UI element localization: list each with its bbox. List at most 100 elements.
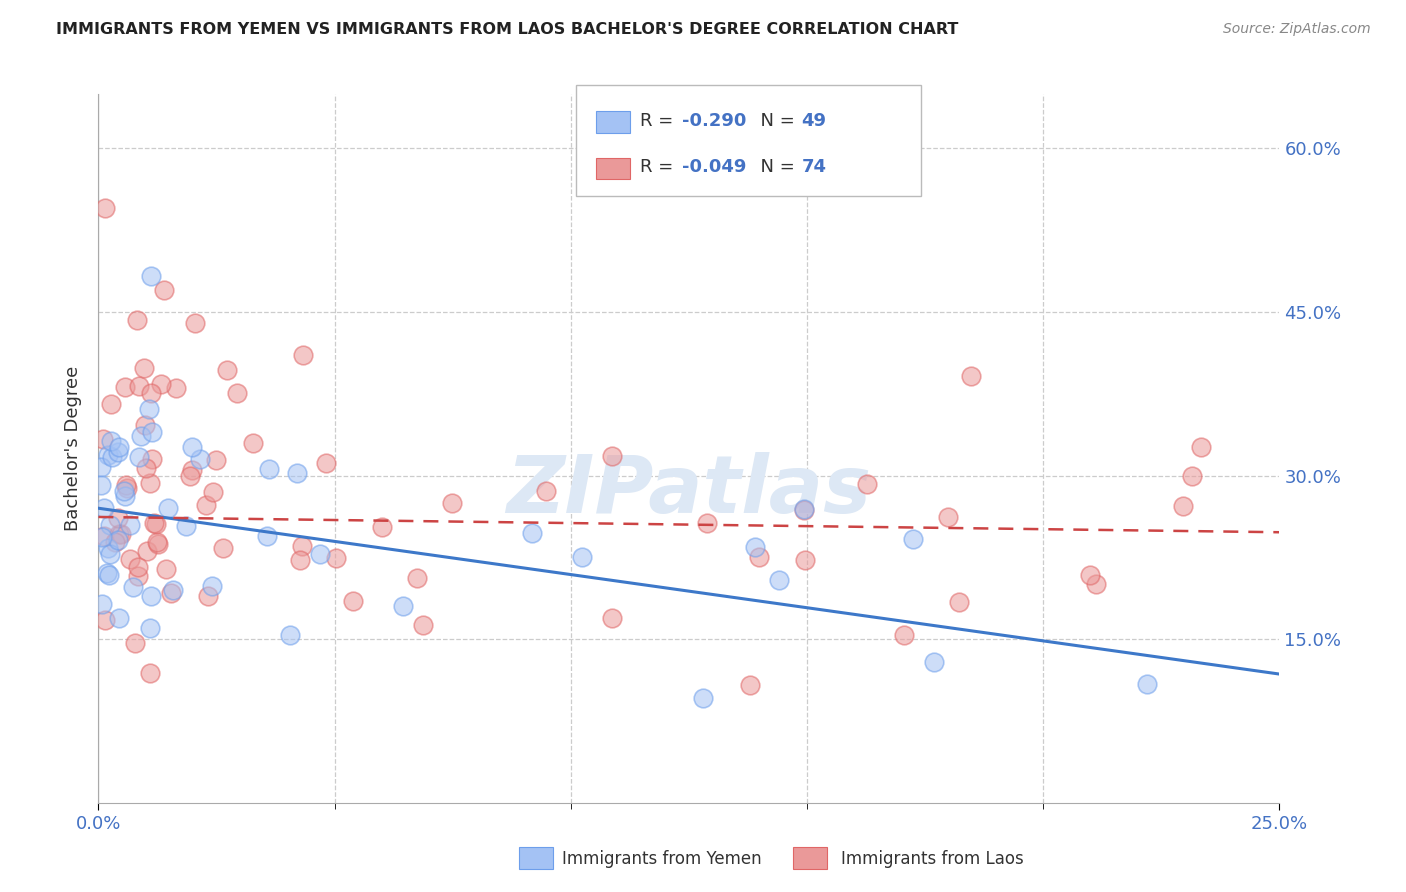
Point: [138, 665, 160, 680]
Point: [744, 540, 766, 554]
Y-axis label: Bachelor's Degree: Bachelor's Degree: [63, 366, 82, 531]
Point: [217, 363, 239, 377]
Point: [256, 529, 278, 543]
Text: 74: 74: [801, 159, 827, 177]
Point: [184, 316, 207, 330]
Point: [157, 501, 180, 516]
Point: [91, 432, 114, 446]
Text: ZIPatlas: ZIPatlas: [506, 451, 872, 530]
Point: [120, 518, 142, 533]
Point: [139, 386, 162, 401]
Point: [291, 539, 314, 553]
Point: [127, 560, 149, 574]
Point: [855, 477, 877, 491]
Point: [195, 498, 218, 512]
Point: [391, 599, 413, 614]
Point: [132, 360, 155, 375]
Point: [696, 516, 718, 530]
Point: [1085, 577, 1108, 591]
Point: [100, 397, 122, 411]
Point: [93, 528, 115, 542]
Point: [101, 450, 124, 464]
Point: [136, 544, 159, 558]
Point: [115, 477, 138, 491]
Point: [936, 509, 959, 524]
Point: [107, 511, 129, 525]
Point: [793, 501, 815, 516]
Text: -0.049: -0.049: [682, 159, 747, 177]
Point: [225, 386, 247, 401]
Point: [98, 568, 121, 582]
Point: [155, 562, 177, 576]
Point: [162, 583, 184, 598]
Point: [114, 490, 136, 504]
Point: [174, 518, 197, 533]
Point: [960, 368, 983, 383]
Point: [1181, 468, 1204, 483]
Point: [534, 484, 557, 499]
Point: [922, 655, 945, 669]
Point: [181, 463, 204, 477]
Point: [412, 618, 434, 632]
Point: [291, 349, 314, 363]
Point: [122, 580, 145, 594]
Point: [138, 402, 160, 417]
Point: [903, 532, 925, 546]
Point: [107, 533, 129, 547]
Point: [793, 503, 815, 517]
Point: [315, 456, 337, 470]
Point: [948, 595, 970, 609]
Point: [97, 541, 120, 555]
Point: [153, 283, 176, 297]
Point: [278, 628, 301, 642]
Point: [110, 527, 132, 541]
Point: [128, 379, 150, 393]
Point: [600, 449, 623, 463]
Point: [740, 678, 762, 692]
Point: [139, 589, 162, 603]
Point: [104, 535, 127, 549]
Point: [1135, 677, 1157, 691]
Text: N =: N =: [749, 159, 801, 177]
Point: [90, 597, 112, 611]
Point: [120, 551, 142, 566]
Point: [150, 377, 173, 392]
Point: [201, 579, 224, 593]
Point: [285, 466, 308, 480]
Point: [309, 547, 332, 561]
Point: [94, 613, 117, 627]
Point: [188, 451, 211, 466]
Point: [108, 440, 131, 454]
Point: [1189, 440, 1212, 454]
Point: [127, 569, 149, 583]
Point: [748, 550, 770, 565]
Point: [97, 448, 120, 462]
Point: [108, 527, 131, 541]
Point: [127, 313, 149, 327]
Point: [768, 573, 790, 587]
Point: [117, 481, 139, 495]
Text: R =: R =: [640, 112, 679, 130]
Point: [181, 440, 204, 454]
Point: [441, 496, 464, 510]
Text: Immigrants from Laos: Immigrants from Laos: [841, 850, 1024, 868]
Point: [146, 535, 169, 549]
Point: [141, 425, 163, 439]
Point: [692, 691, 714, 706]
Point: [342, 594, 364, 608]
Point: [112, 483, 135, 498]
Point: [141, 269, 163, 284]
Point: [197, 589, 219, 603]
Text: Immigrants from Yemen: Immigrants from Yemen: [562, 850, 762, 868]
Point: [257, 462, 280, 476]
Point: [205, 453, 228, 467]
Point: [159, 586, 181, 600]
Point: [135, 461, 157, 475]
Point: [134, 418, 156, 433]
Text: 49: 49: [801, 112, 827, 130]
Point: [100, 434, 122, 448]
Text: R =: R =: [640, 159, 679, 177]
Point: [1078, 568, 1101, 582]
Point: [242, 436, 264, 450]
Point: [794, 553, 817, 567]
